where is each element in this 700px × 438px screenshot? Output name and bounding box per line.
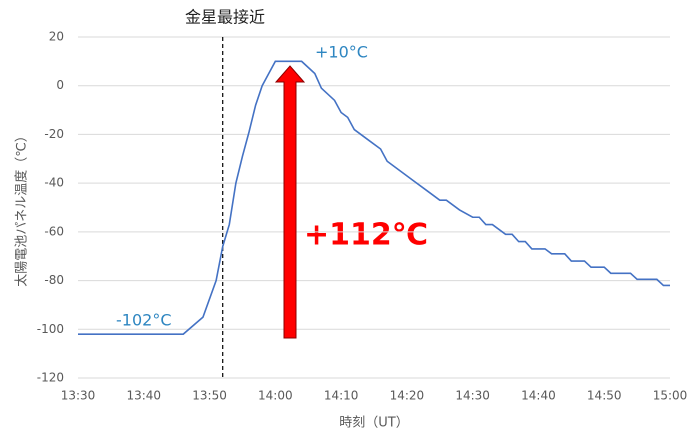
min-annotation: -102°C xyxy=(116,311,171,330)
y-tick-label: -100 xyxy=(37,322,64,336)
x-tick-label: 13:50 xyxy=(192,389,227,403)
x-tick-label: 14:10 xyxy=(324,389,359,403)
rise-arrow xyxy=(274,65,306,339)
y-tick-label: -20 xyxy=(44,127,64,141)
x-tick-label: 14:00 xyxy=(258,389,293,403)
x-tick-label: 13:30 xyxy=(61,389,96,403)
x-axis-label: 時刻（UT） xyxy=(339,416,408,431)
x-tick-label: 14:30 xyxy=(455,389,490,403)
data-line xyxy=(78,60,670,335)
x-tick-label: 14:50 xyxy=(587,389,622,403)
y-tick-label: -120 xyxy=(37,371,64,385)
y-tick-label: -80 xyxy=(44,273,64,287)
x-tick-label: 15:00 xyxy=(653,389,688,403)
y-axis-label: 太陽電池パネル温度（℃） xyxy=(14,129,30,287)
y-tick-label: -40 xyxy=(44,176,64,190)
event-label: 金星最接近 xyxy=(185,8,265,27)
y-tick-label: 20 xyxy=(49,30,64,44)
x-tick-label: 13:40 xyxy=(126,389,161,403)
y-tick-label: -60 xyxy=(44,224,64,238)
x-tick-label: 14:40 xyxy=(521,389,556,403)
max-annotation: +10°C xyxy=(315,43,368,62)
y-tick-label: 0 xyxy=(56,78,64,92)
diff-annotation: +112℃ xyxy=(304,218,428,253)
x-tick-label: 14:20 xyxy=(390,389,425,403)
